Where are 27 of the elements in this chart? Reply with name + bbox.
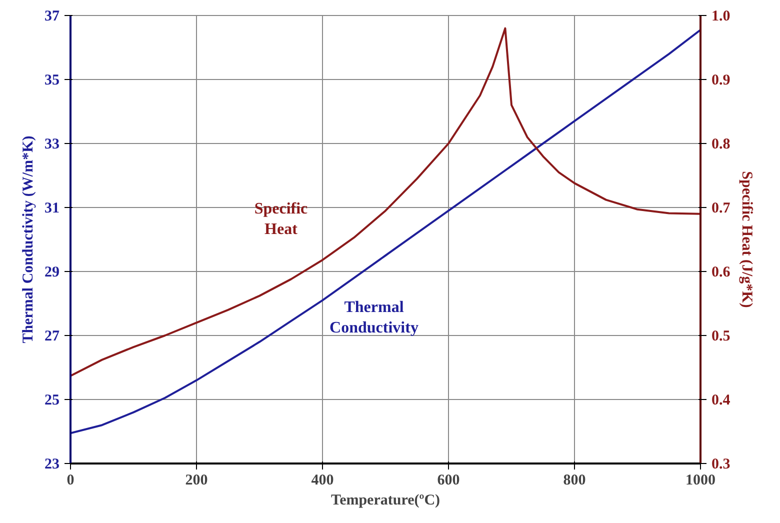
x-tick-label: 800 — [563, 472, 586, 488]
x-tick-label: 1000 — [686, 472, 716, 488]
x-tick-label: 200 — [185, 472, 208, 488]
y2-tick-label: 0.7 — [712, 200, 731, 216]
y-tick-label: 23 — [44, 456, 60, 472]
y-tick-label: 29 — [44, 264, 60, 280]
y-tick-label: 35 — [44, 72, 60, 88]
y-tick-label: 33 — [44, 136, 60, 152]
x-axis-title: Temperature(ºC) — [330, 492, 440, 508]
y2-tick-label: 1.0 — [712, 8, 730, 24]
series-label: Specific Heat — [254, 200, 308, 238]
y2-tick-label: 0.4 — [712, 392, 731, 408]
x-tick-label: 0 — [66, 472, 74, 488]
x-tick-label: 400 — [311, 472, 334, 488]
y-tick-label: 27 — [44, 328, 60, 344]
x-tick-label: 600 — [437, 472, 460, 488]
y2-tick-label: 0.6 — [712, 264, 731, 280]
y2-tick-label: 0.9 — [712, 72, 730, 88]
y2-tick-label: 0.3 — [712, 456, 730, 472]
y2-tick-label: 0.5 — [712, 328, 730, 344]
y2-tick-label: 0.8 — [712, 136, 730, 152]
y-tick-label: 37 — [44, 8, 60, 24]
y-axis-title: Thermal Conductivity (W/m*K) — [20, 136, 36, 344]
y-tick-label: 31 — [44, 200, 60, 216]
y-tick-label: 25 — [44, 392, 60, 408]
y2-axis-title: Specific Heat (J/g*K) — [738, 171, 754, 308]
series-label: Thermal Conductivity — [330, 299, 418, 337]
